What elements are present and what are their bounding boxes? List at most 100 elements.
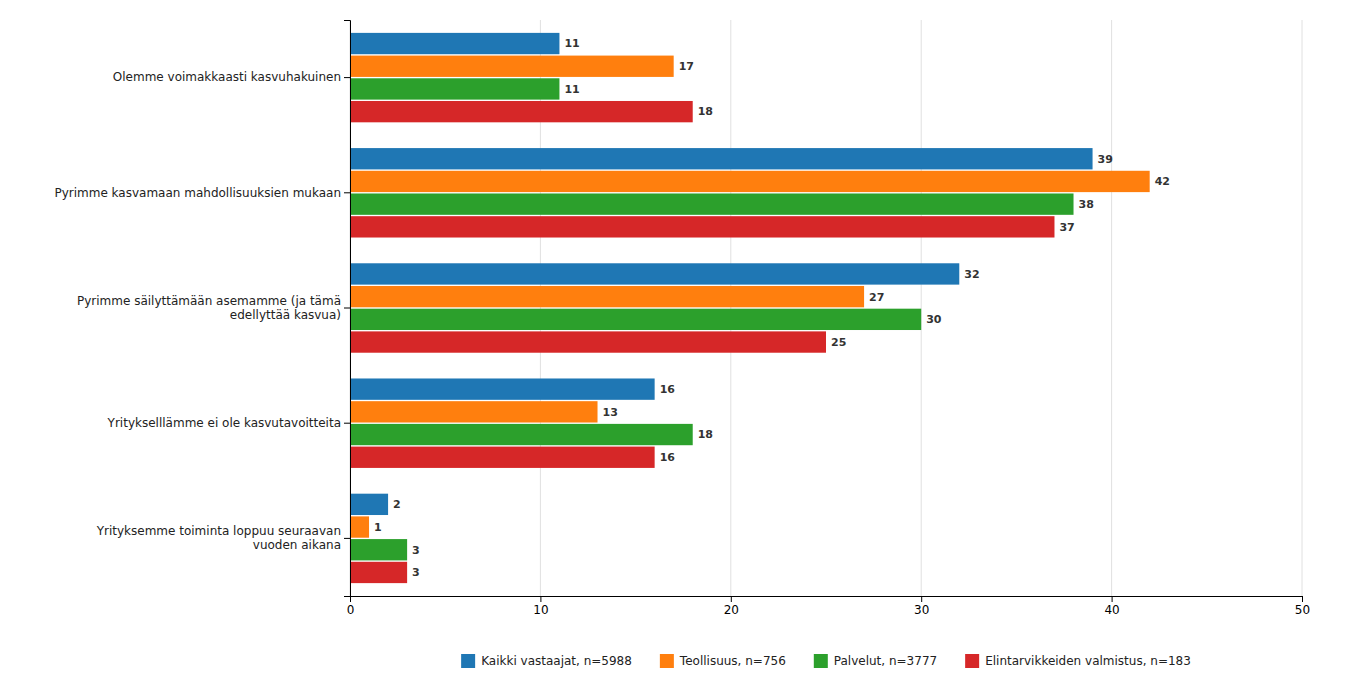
grid-line xyxy=(921,20,922,596)
chart: 1139321621742271311138301831837251630102… xyxy=(0,0,1352,691)
bar xyxy=(350,56,674,77)
tick-mark xyxy=(1302,596,1303,602)
bar xyxy=(350,331,826,352)
legend-item: Palvelut, n=3777 xyxy=(814,654,937,668)
bar xyxy=(350,263,959,284)
tick-mark xyxy=(344,538,350,539)
data-label: 37 xyxy=(1059,221,1074,234)
tick-label: 20 xyxy=(724,603,739,617)
tick-mark xyxy=(540,596,541,602)
bar xyxy=(350,516,369,537)
data-label: 16 xyxy=(660,383,676,396)
data-label: 17 xyxy=(679,60,694,73)
tick-mark xyxy=(344,308,350,309)
bar xyxy=(350,216,1054,237)
legend-swatch xyxy=(965,654,979,668)
legend-swatch xyxy=(461,654,475,668)
data-label: 18 xyxy=(698,105,713,118)
series xyxy=(350,56,1150,538)
bar xyxy=(350,193,1074,214)
category-label-line: Yrityksemme toiminta loppuu seuraavan xyxy=(96,524,341,538)
legend-item: Teollisuus, n=756 xyxy=(660,654,786,668)
grid-line xyxy=(730,20,731,596)
legend: Kaikki vastaajat, n=5988 Teollisuus, n=75… xyxy=(461,654,1191,668)
category-label-line: Pyrimme kasvamaan mahdollisuuksien mukaa… xyxy=(54,186,341,200)
category-label: Pyrimme säilyttämään asemamme (ja tämäed… xyxy=(77,294,341,322)
tick: 40 xyxy=(1104,596,1119,617)
tick: 30 xyxy=(914,596,929,617)
legend-item: Kaikki vastaajat, n=5988 xyxy=(461,654,632,668)
tick-mark xyxy=(344,423,350,424)
data-label: 13 xyxy=(603,406,618,419)
tick-label: 50 xyxy=(1295,603,1310,617)
category-label-line: edellyttää kasvua) xyxy=(230,308,341,322)
bar xyxy=(350,539,407,560)
category-label-line: vuoden aikana xyxy=(253,538,341,552)
tick-mark xyxy=(344,192,350,193)
bar xyxy=(350,33,559,54)
tick-mark xyxy=(344,77,350,78)
bar xyxy=(350,171,1150,192)
legend-label: Palvelut, n=3777 xyxy=(834,654,937,668)
legend-item: Elintarvikkeiden valmistus, n=183 xyxy=(965,654,1191,668)
data-label: 30 xyxy=(926,313,942,326)
data-label: 11 xyxy=(564,83,579,96)
category-label-line: Olemme voimakkaasti kasvuhakuinen xyxy=(113,70,341,84)
bar xyxy=(350,401,598,422)
category-label: Yritykselllämme ei ole kasvutavoitteita xyxy=(107,416,341,430)
legend-label: Teollisuus, n=756 xyxy=(679,654,786,668)
data-label: 1 xyxy=(374,521,382,534)
tick-mark xyxy=(731,596,732,602)
tick-label: 30 xyxy=(914,603,929,617)
tick-label: 40 xyxy=(1104,603,1119,617)
series xyxy=(350,101,1054,583)
bar xyxy=(350,447,655,468)
data-label: 27 xyxy=(869,291,884,304)
axis-line xyxy=(351,597,1303,603)
tick: Yritykselllämme ei ole kasvutavoitteita xyxy=(107,416,350,430)
bars xyxy=(350,33,1150,583)
bar xyxy=(350,562,407,583)
y-axis: Olemme voimakkaasti kasvuhakuinen Pyrimme… xyxy=(54,21,350,597)
bar xyxy=(350,148,1093,169)
bar xyxy=(350,424,693,445)
x-axis: 0 10 20 30 40 50 xyxy=(347,596,1310,617)
tick: 10 xyxy=(533,596,548,617)
bar xyxy=(350,309,921,330)
data-label: 3 xyxy=(412,544,420,557)
series xyxy=(350,33,1093,515)
grid-line xyxy=(1111,20,1112,596)
legend-swatch xyxy=(814,654,828,668)
tick: 0 xyxy=(347,596,355,617)
tick-mark xyxy=(921,596,922,602)
axis-line xyxy=(344,21,351,597)
category-label-line: Yritykselllämme ei ole kasvutavoitteita xyxy=(107,416,341,430)
bar xyxy=(350,78,559,99)
data-label: 32 xyxy=(964,268,979,281)
plot: 1139321621742271311138301831837251630102… xyxy=(54,20,1310,617)
data-label: 3 xyxy=(412,566,420,579)
tick-label: 10 xyxy=(533,603,548,617)
legend-label: Kaikki vastaajat, n=5988 xyxy=(481,654,632,668)
tick-mark xyxy=(1112,596,1113,602)
category-label: Olemme voimakkaasti kasvuhakuinen xyxy=(113,70,341,84)
tick: Pyrimme kasvamaan mahdollisuuksien mukaa… xyxy=(54,186,350,200)
data-labels: 113932162174227131113830183183725163 xyxy=(374,37,1170,579)
data-label: 11 xyxy=(564,37,579,50)
legend-label: Elintarvikkeiden valmistus, n=183 xyxy=(985,654,1191,668)
legend-swatch xyxy=(660,654,674,668)
data-label: 25 xyxy=(831,336,846,349)
category-label-line: Pyrimme säilyttämään asemamme (ja tämä xyxy=(77,294,341,308)
tick-label: 0 xyxy=(347,603,355,617)
series xyxy=(350,78,1074,560)
bar xyxy=(350,378,655,399)
data-label: 42 xyxy=(1155,175,1170,188)
data-label: 39 xyxy=(1098,153,1113,166)
bar xyxy=(350,494,388,515)
bar xyxy=(350,101,693,122)
category-label: Pyrimme kasvamaan mahdollisuuksien mukaa… xyxy=(54,186,341,200)
grid xyxy=(350,20,1302,596)
data-label: 18 xyxy=(698,428,713,441)
data-label: 16 xyxy=(660,451,676,464)
grid-line xyxy=(1302,20,1303,596)
